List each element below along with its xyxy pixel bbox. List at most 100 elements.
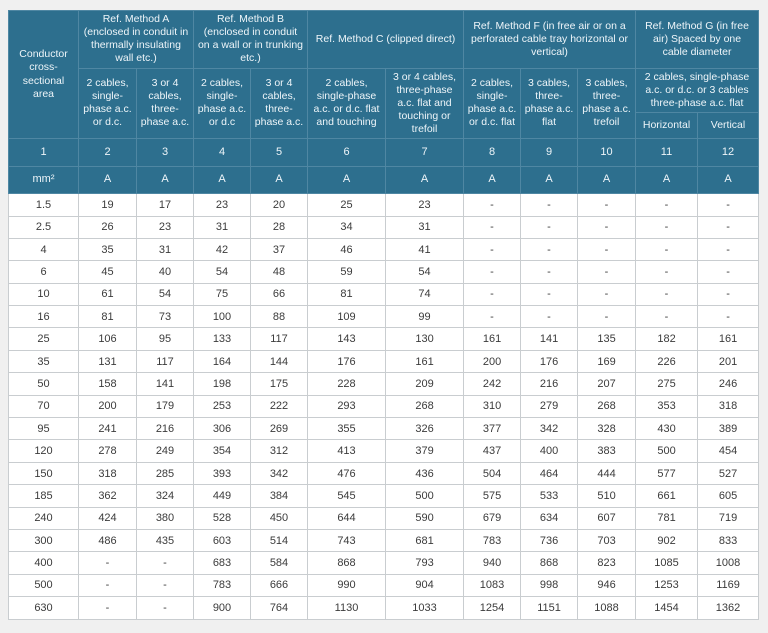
rating-cell: 161 [697, 327, 760, 351]
rating-cell: 143 [307, 327, 386, 351]
rating-cell: 328 [577, 417, 637, 441]
unit-label: A [463, 166, 522, 195]
rating-cell: 179 [136, 394, 194, 419]
column-number: 10 [577, 138, 637, 168]
rating-cell: 37 [250, 237, 308, 262]
rating-cell: 41 [384, 237, 465, 262]
rating-cell: 54 [193, 260, 251, 284]
subheader-c-2cables: 2 cables, single-phase a.c. or d.c. flat… [307, 67, 386, 140]
rating-cell: - [697, 237, 760, 262]
column-number: 3 [136, 138, 194, 168]
unit-label: mm² [8, 166, 79, 195]
rating-cell: - [577, 193, 637, 217]
group-method-f: Ref. Method F (in free air or on a perfo… [463, 10, 637, 69]
size-cell: 400 [8, 551, 79, 575]
column-number: 4 [193, 138, 251, 168]
rating-cell: 31 [384, 215, 465, 239]
rating-cell: 222 [250, 394, 308, 419]
rating-cell: 200 [463, 349, 522, 374]
size-cell: 150 [8, 461, 79, 486]
rating-cell: 19 [78, 193, 137, 217]
rating-cell: 380 [136, 506, 194, 530]
rating-cell: 679 [463, 506, 522, 530]
rating-cell: 164 [193, 349, 251, 374]
rating-cell: 342 [250, 461, 308, 486]
corner-header: Conductor cross-sectional area [8, 9, 79, 140]
size-cell: 630 [8, 596, 79, 620]
rating-cell: 389 [697, 417, 760, 441]
rating-cell: 268 [384, 394, 465, 419]
rating-cell: 413 [307, 439, 386, 463]
rating-cell: - [463, 237, 522, 262]
orientation-row: Horizontal Vertical [9, 112, 760, 140]
rating-cell: 902 [635, 528, 699, 553]
size-cell: 4 [8, 237, 79, 262]
table-row: 35 131 117 164 144 176 161 200 176 169 226 201 [8, 349, 760, 374]
rating-cell: 81 [307, 282, 386, 307]
rating-cell: 1130 [307, 596, 386, 620]
size-cell: 240 [8, 506, 79, 530]
rating-cell: - [635, 260, 699, 284]
rating-cell: 324 [136, 484, 194, 508]
rating-cell: 279 [520, 394, 579, 419]
table-row: 4 35 31 42 37 46 41- - - - - [8, 237, 760, 262]
rating-cell: 278 [78, 439, 137, 463]
rating-cell: 135 [577, 327, 637, 351]
rating-cell: 141 [136, 372, 194, 396]
table-row: 500- -783 666 990 904 1083 998 946 1253 1169 [8, 573, 760, 598]
rating-cell: 590 [384, 506, 465, 530]
rating-cell: 176 [307, 349, 386, 374]
rating-cell: 681 [384, 528, 465, 553]
rating-cell: 527 [697, 461, 760, 486]
rating-cell: 249 [136, 439, 194, 463]
column-number: 6 [307, 138, 386, 168]
rating-cell: 54 [136, 282, 194, 307]
rating-cell: 377 [463, 417, 522, 441]
rating-cell: - [520, 193, 579, 217]
table-row: 400- -683 584 868 793 940 868 823 1085 1008 [8, 551, 760, 575]
table-row: 16 81 73 100 88 109 99- - - - - [8, 305, 760, 329]
size-cell: 35 [8, 349, 79, 374]
size-cell: 95 [8, 417, 79, 441]
rating-cell: 504 [463, 461, 522, 486]
rating-cell: - [78, 573, 137, 598]
rating-cell: 88 [250, 305, 308, 329]
size-cell: 1.5 [8, 193, 79, 217]
rating-cell: 393 [193, 461, 251, 486]
rating-cell: 74 [384, 282, 465, 307]
size-cell: 300 [8, 528, 79, 553]
rating-cell: 209 [384, 372, 465, 396]
rating-cell: 1085 [635, 551, 699, 575]
rating-cell: - [635, 193, 699, 217]
rating-cell: 23 [136, 215, 194, 239]
rating-cell: - [463, 215, 522, 239]
rating-cell: 1454 [635, 596, 699, 620]
rating-cell: 1362 [697, 596, 760, 620]
rating-cell: 26 [78, 215, 137, 239]
rating-cell: 435 [136, 528, 194, 553]
rating-cell: 1254 [463, 596, 522, 620]
column-number: 2 [78, 138, 137, 168]
rating-cell: 904 [384, 573, 465, 598]
unit-label: A [635, 166, 699, 195]
rating-cell: 54 [384, 260, 465, 284]
rating-cell: 285 [136, 461, 194, 486]
rating-cell: 545 [307, 484, 386, 508]
rating-cell: 528 [193, 506, 251, 530]
subheader-g-horizontal: Horizontal [635, 112, 699, 140]
rating-cell: 23 [384, 193, 465, 217]
rating-cell: 783 [463, 528, 522, 553]
rating-cell: 73 [136, 305, 194, 329]
rating-cell: 109 [307, 305, 386, 329]
unit-label: A [78, 166, 137, 195]
rating-cell: - [577, 305, 637, 329]
rating-cell: 486 [78, 528, 137, 553]
rating-cell: 353 [635, 394, 699, 419]
rating-cell: 200 [78, 394, 137, 419]
unit-label: A [136, 166, 194, 195]
subheader-a-2cables: 2 cables, single-phase a.c. or d.c. [78, 67, 137, 140]
rating-cell: 450 [250, 506, 308, 530]
rating-cell: 34 [307, 215, 386, 239]
rating-cell: 1033 [384, 596, 465, 620]
rating-cell: 868 [307, 551, 386, 575]
